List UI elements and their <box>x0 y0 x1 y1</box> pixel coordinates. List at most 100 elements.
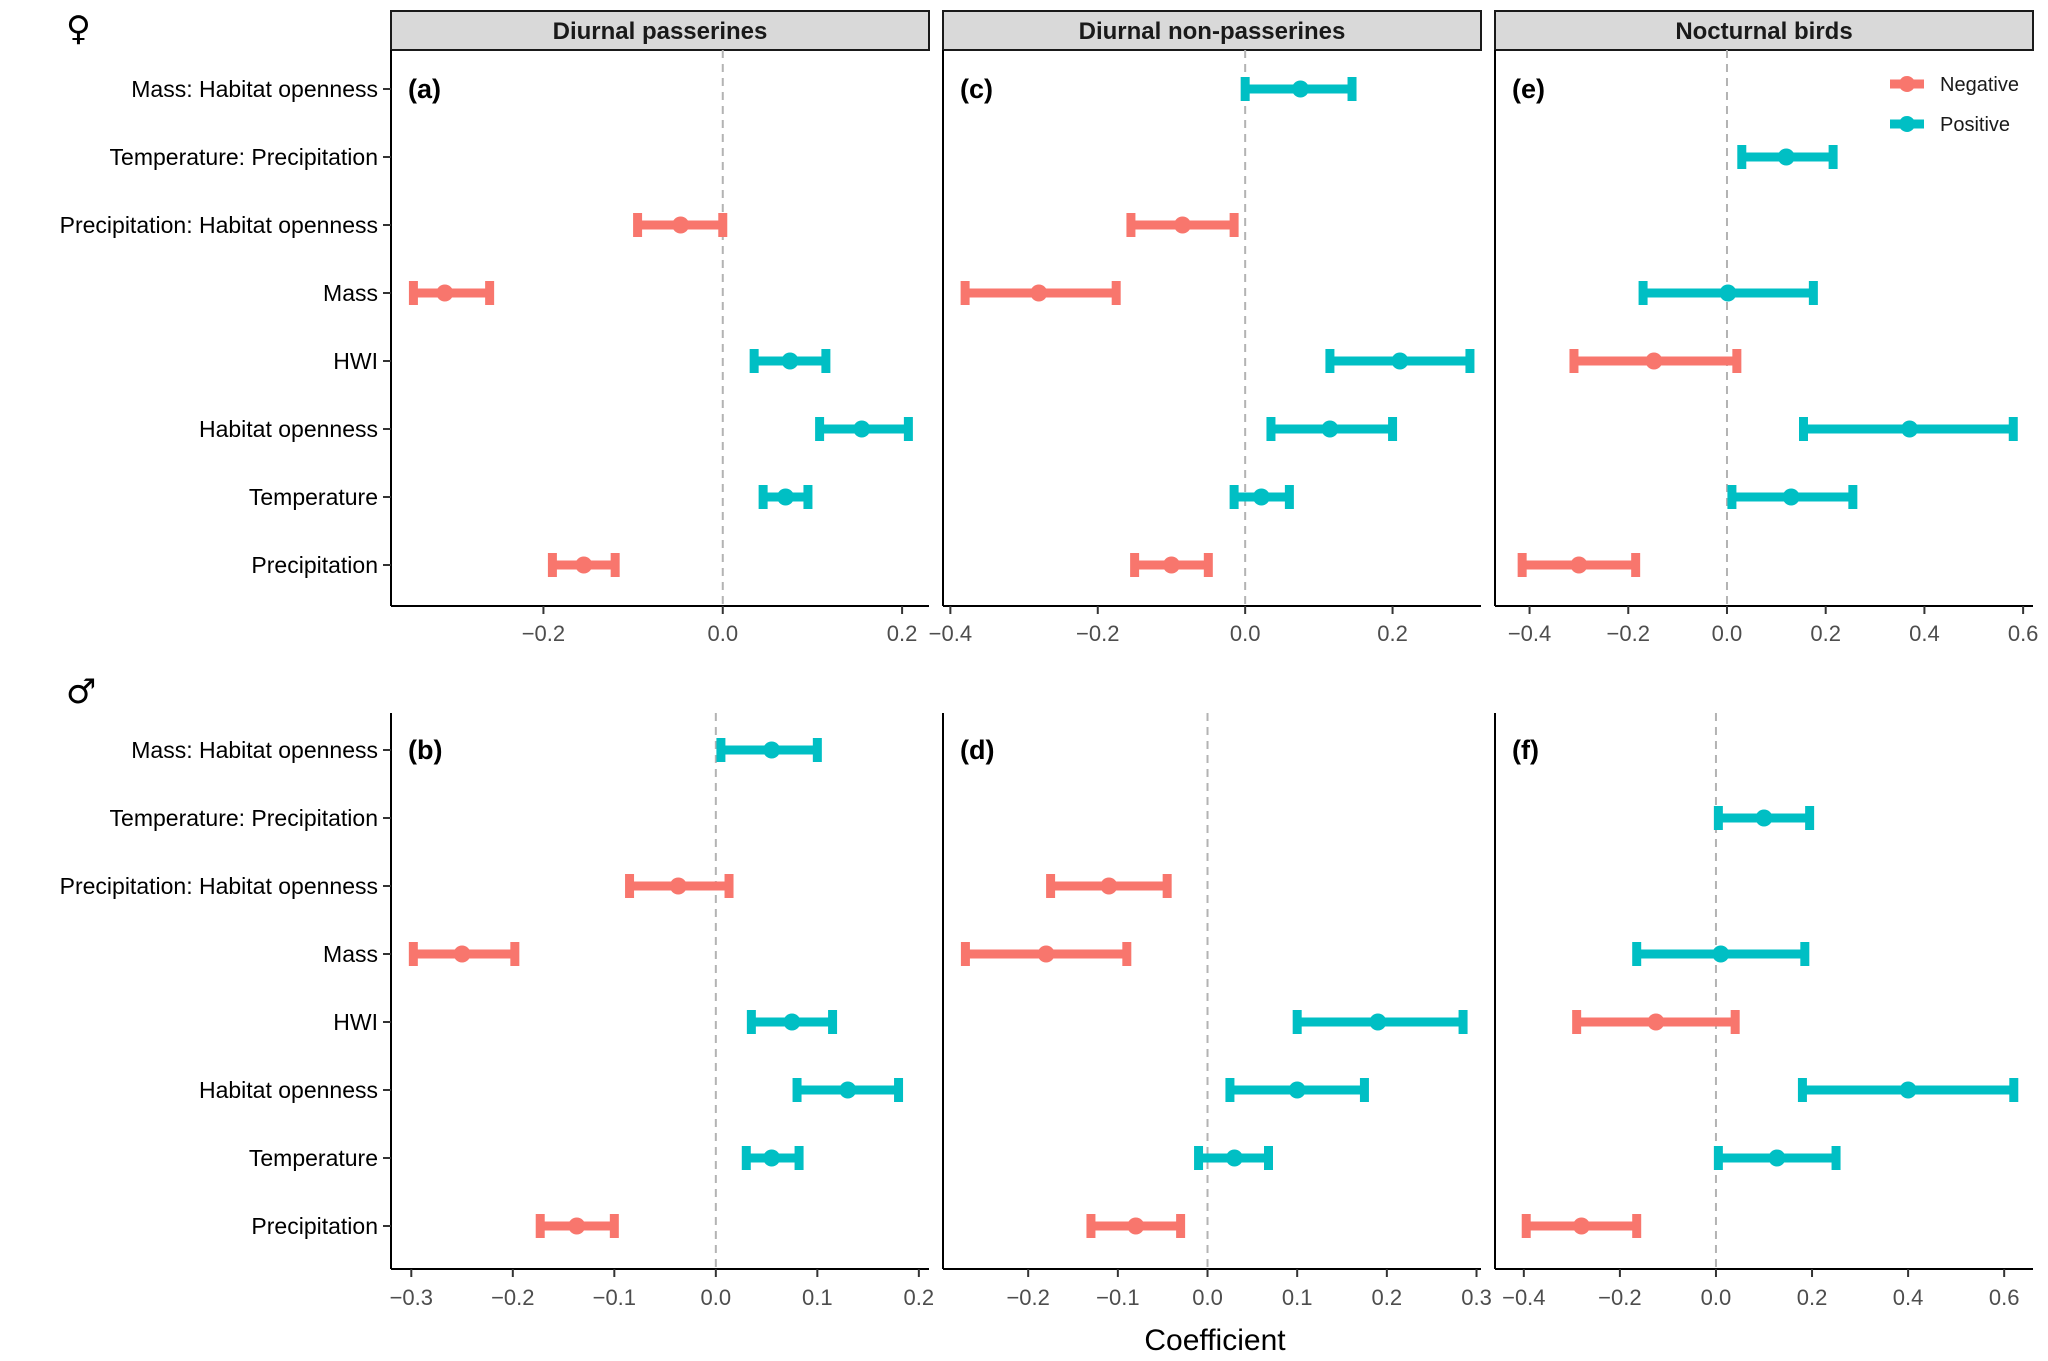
x-tick-label: 0.4 <box>1909 621 1940 646</box>
row-label-precipitation: Precipitation <box>251 552 378 578</box>
row-label-precipitation-habitat-openness: Precipitation: Habitat openness <box>60 212 378 238</box>
x-tick-label: −0.1 <box>1096 1285 1139 1310</box>
estimate-precipitation <box>1521 1214 1642 1238</box>
point-estimate <box>1572 1217 1590 1235</box>
x-tick-label: 0.2 <box>1377 621 1408 646</box>
estimate-temperature <box>1194 1146 1273 1170</box>
estimate-mass <box>408 281 495 305</box>
x-tick-label: −0.2 <box>1006 1285 1049 1310</box>
x-tick-label: −0.2 <box>1076 621 1119 646</box>
panel-tag: (b) <box>408 735 442 765</box>
point-estimate <box>1755 809 1773 827</box>
panel-tag: (e) <box>1512 74 1545 104</box>
estimate-hwi <box>1325 349 1475 373</box>
x-tick-label: 0.3 <box>1461 1285 1492 1310</box>
male-symbol: ♂ <box>66 672 96 712</box>
panel-d: −0.2 −0.1 0.0 0.1 0.2 0.3 (d) <box>942 713 1492 1310</box>
x-tick-label: 0.6 <box>1989 1285 2020 1310</box>
point-estimate <box>1225 1149 1243 1167</box>
point-estimate <box>672 216 690 234</box>
x-tick-label: −0.2 <box>491 1285 534 1310</box>
x-tick-label: 0.0 <box>701 1285 732 1310</box>
point-estimate <box>1899 1081 1917 1099</box>
point-estimate <box>763 741 781 759</box>
strip-nocturnal-birds: Nocturnal birds <box>1494 10 2034 51</box>
point-estimate <box>1162 556 1180 574</box>
point-estimate <box>568 1217 586 1235</box>
estimate-precipitation <box>1086 1214 1186 1238</box>
point-estimate <box>1712 945 1730 963</box>
estimate-habitat-openness <box>792 1078 904 1102</box>
row-label-mass-habitat-openness: Mass: Habitat openness <box>131 737 378 763</box>
x-tick-label: 0.0 <box>707 621 738 646</box>
legend: Negative Positive <box>1890 74 2019 136</box>
estimate-temperature <box>741 1146 804 1170</box>
point-estimate <box>1768 1149 1786 1167</box>
x-tick-label: −0.4 <box>1508 621 1551 646</box>
point-estimate <box>436 284 454 302</box>
point-estimate <box>1037 945 1055 963</box>
point-estimate <box>1719 284 1737 302</box>
estimate-mass <box>960 281 1121 305</box>
estimate-hwi <box>749 349 831 373</box>
x-axis-title: Coefficient <box>1144 1324 1286 1357</box>
estimate-precipitation-habitat-openness <box>633 213 728 237</box>
x-tick-label: −0.1 <box>593 1285 636 1310</box>
row-label-mass: Mass <box>323 941 378 967</box>
estimate-precipitation-habitat-openness <box>1126 213 1239 237</box>
estimate-habitat-openness <box>1266 417 1398 441</box>
panel-tag: (a) <box>408 74 441 104</box>
point-estimate <box>575 556 593 574</box>
panel-b: −0.3 −0.2 −0.1 0.0 0.1 0.2 Mass: Habitat openn… <box>60 713 934 1310</box>
panel-f: −0.4 −0.2 0.0 0.2 0.4 0.6 (f) <box>1494 713 2033 1310</box>
estimate-mass-habitat-openness <box>1240 77 1357 101</box>
strip-background <box>1494 10 2034 51</box>
panel-tag: (f) <box>1512 735 1539 765</box>
point-estimate <box>1901 420 1919 438</box>
point-estimate <box>777 488 795 506</box>
row-label-mass-habitat-openness: Mass: Habitat openness <box>131 76 378 102</box>
legend-label-positive: Positive <box>1940 114 2010 136</box>
x-tick-label: −0.2 <box>1607 621 1650 646</box>
row-label-hwi: HWI <box>333 1009 378 1035</box>
x-tick-label: 0.4 <box>1893 1285 1924 1310</box>
estimate-habitat-openness <box>1225 1078 1369 1102</box>
point-estimate <box>1288 1081 1306 1099</box>
point-estimate <box>1645 352 1663 370</box>
estimate-precipitation <box>1517 553 1641 577</box>
x-tick-label: −0.4 <box>929 621 972 646</box>
strip-label: Nocturnal birds <box>1675 18 1852 45</box>
legend-dot-positive <box>1899 116 1915 132</box>
point-estimate <box>1291 80 1309 98</box>
row-label-temperature: Temperature <box>249 484 378 510</box>
estimate-temperature-precipitation <box>1713 806 1815 830</box>
x-tick-label: −0.2 <box>1598 1285 1641 1310</box>
point-estimate <box>1782 488 1800 506</box>
x-tick-label: 0.1 <box>1282 1285 1313 1310</box>
panel-a: −0.2 0.0 0.2 Mass: Habitat openness Temperat… <box>60 50 929 646</box>
estimate-habitat-openness <box>1797 1078 2019 1102</box>
point-estimate <box>781 352 799 370</box>
strip-diurnal-passerines: Diurnal passerines <box>390 10 930 51</box>
x-tick-label: 0.1 <box>802 1285 833 1310</box>
x-tick-label: 0.0 <box>1701 1285 1732 1310</box>
row-label-precipitation-habitat-openness: Precipitation: Habitat openness <box>60 873 378 899</box>
female-symbol: ♀ <box>66 9 91 49</box>
estimate-precipitation-habitat-openness <box>1046 874 1172 898</box>
point-estimate <box>1030 284 1048 302</box>
point-estimate <box>1570 556 1588 574</box>
x-tick-label: −0.4 <box>1502 1285 1545 1310</box>
estimate-temperature <box>758 485 813 509</box>
estimate-hwi <box>1292 1010 1468 1034</box>
row-label-temperature: Temperature <box>249 1145 378 1171</box>
strip-diurnal-non-passerines: Diurnal non-passerines <box>942 10 1482 51</box>
row-label-hwi: HWI <box>333 348 378 374</box>
row-label-mass: Mass <box>323 280 378 306</box>
panel-e: −0.4 −0.2 0.0 0.2 0.4 0.6 (e) <box>1494 50 2038 646</box>
estimate-habitat-openness <box>1798 417 2018 441</box>
legend-label-negative: Negative <box>1940 74 2019 96</box>
estimate-precipitation <box>547 553 620 577</box>
x-tick-label: 0.0 <box>1192 1285 1223 1310</box>
point-estimate <box>1174 216 1192 234</box>
